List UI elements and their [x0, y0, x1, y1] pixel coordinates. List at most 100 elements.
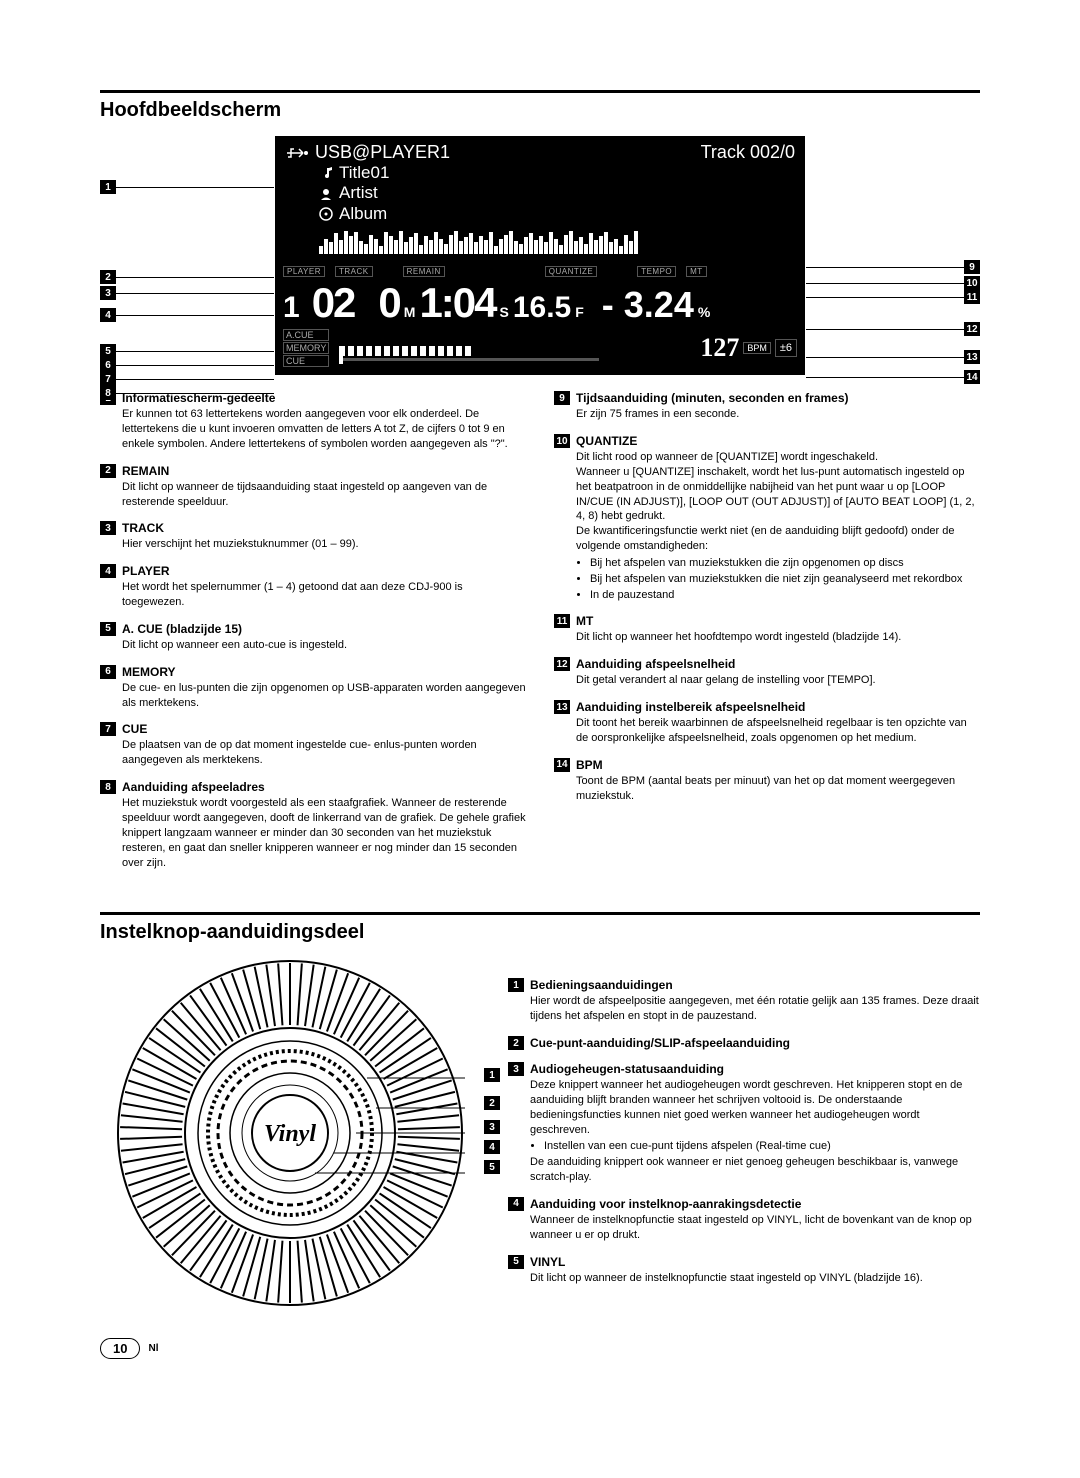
list-item: Bij het afspelen van muziekstukken die z… [590, 556, 980, 571]
doc-item: 10 QUANTIZE Dit licht rood op wanneer de [… [554, 434, 980, 602]
item-body: Dit licht rood op wanneer de [QUANTIZE] … [576, 450, 980, 602]
vinyl-label: Vinyl [264, 1121, 316, 1147]
waveform [319, 228, 761, 254]
item-title: Bedieningsaanduidingen [530, 978, 673, 992]
label-tempo: TEMPO [637, 266, 676, 277]
doc-item: 4PLAYERHet wordt het spelernummer (1 – 4… [100, 564, 526, 610]
track-number: 02 [312, 279, 355, 327]
jog-callout-1: 1 [484, 1068, 500, 1082]
item-body: Dit licht op wanneer de instelknopfuncti… [530, 1271, 980, 1286]
label-cue: CUE [283, 355, 329, 367]
label-player: PLAYER [283, 266, 325, 277]
item-body: Dit licht op wanneer een auto-cue is ing… [122, 638, 526, 653]
list-item: In de pauzestand [590, 588, 980, 603]
time-sec: 1:04 [419, 279, 495, 327]
item-body: Hier wordt de afspeelpositie aangegeven,… [530, 994, 980, 1024]
doc-item: 3TRACKHier verschijnt het muziekstuknumm… [100, 521, 526, 552]
label-quantize: QUANTIZE [545, 266, 597, 277]
jog-callout-5: 5 [484, 1160, 500, 1174]
display-title: Title01 [339, 163, 389, 183]
section1-title: Hoofdbeeldscherm [100, 99, 980, 122]
doc-item: 1 Bedieningsaanduidingen Hier wordt de afs… [508, 978, 980, 1024]
doc-item: 8Aanduiding afspeeladresHet muziekstuk w… [100, 780, 526, 870]
callout-2: 2 [100, 270, 116, 284]
page-lang: Nl [148, 1343, 158, 1354]
item-body: Er kunnen tot 63 lettertekens worden aan… [122, 407, 526, 452]
item-number: 11 [554, 614, 570, 628]
label-track: TRACK [335, 266, 373, 277]
item-title: QUANTIZE [576, 434, 637, 448]
doc-item: 6MEMORYDe cue- en lus-punten die zijn op… [100, 665, 526, 711]
doc-item: 7CUEDe plaatsen van de op dat moment ing… [100, 722, 526, 768]
item-title: Aanduiding afspeelsnelheid [576, 657, 735, 671]
callout-6: 6 [100, 358, 116, 372]
item-number: 6 [100, 665, 116, 679]
item-body: Er zijn 75 frames in een seconde. [576, 407, 980, 422]
time-min: 0 [378, 279, 399, 327]
item-number: 9 [554, 391, 570, 405]
doc-item: 12 Aanduiding afspeelsnelheid Dit getal ve… [554, 657, 980, 688]
main-display: USB@PLAYER1 Track 002/0 Title01 Artist A… [275, 136, 805, 375]
item-body: Dit toont het bereik waarbinnen de afspe… [576, 716, 980, 746]
item-number: 2 [100, 464, 116, 478]
time-min-label: M [404, 304, 416, 320]
tempo-percent: % [698, 304, 710, 320]
item-title: REMAIN [122, 464, 169, 478]
item-title: TRACK [122, 521, 164, 535]
item-number: 7 [100, 722, 116, 736]
doc-item: 1Informatiescherm-gedeelteEr kunnen tot … [100, 391, 526, 452]
item-body: Het wordt het spelernummer (1 – 4) getoo… [122, 580, 526, 610]
item-number: 4 [508, 1197, 524, 1211]
item-number: 1 [508, 978, 524, 992]
item-body: Deze knippert wanneer het audiogeheugen … [530, 1078, 980, 1185]
bpm-value: 127 [700, 333, 739, 363]
item-number: 5 [100, 622, 116, 636]
display-album: Album [339, 204, 387, 224]
callout-5: 5 [100, 344, 116, 358]
time-frame: 16.5 [513, 291, 571, 325]
item-body: De cue- en lus-punten die zijn opgenomen… [122, 681, 526, 711]
item-title: Aanduiding voor instelknop-aanrakingsdet… [530, 1197, 801, 1211]
doc-item: 2Cue-punt-aanduiding/SLIP-afspeelaanduid… [508, 1036, 980, 1050]
note-icon [319, 166, 333, 180]
label-memory: MEMORY [283, 342, 329, 354]
item-title: CUE [122, 722, 147, 736]
item-body: Dit getal verandert al naar gelang de in… [576, 673, 980, 688]
display-track-counter: Track 002/0 [701, 142, 795, 163]
callout-10: 10 [964, 276, 980, 290]
item-title: Aanduiding instelbereik afspeelsnelheid [576, 700, 805, 714]
main-display-figure: 1 2 3 4 5 6 7 8 9 10 11 12 13 14 USB@PLA… [100, 136, 980, 375]
callout-8: 8 [100, 386, 116, 400]
item-body: Wanneer de instelknopfunctie staat inges… [530, 1213, 980, 1243]
item-body: Het muziekstuk wordt voorgesteld als een… [122, 796, 526, 870]
time-sec-label: S [500, 304, 509, 320]
doc-item: 5A. CUE (bladzijde 15)Dit licht op wanne… [100, 622, 526, 653]
doc-item: 11MTDit licht op wanneer het hoofdtempo … [554, 614, 980, 645]
item-title: MT [576, 614, 593, 628]
doc-item: 14BPMToont de BPM (aantal beats per minu… [554, 758, 980, 804]
callout-4: 4 [100, 308, 116, 322]
section2-title: Instelknop-aanduidingsdeel [100, 921, 980, 944]
callout-3: 3 [100, 286, 116, 300]
label-acue: A.CUE [283, 329, 329, 341]
label-bpm: BPM [743, 342, 771, 354]
item-body: Toont de BPM (aantal beats per minuut) v… [576, 774, 980, 804]
tempo-value: - 3.24 [602, 284, 694, 326]
item-number: 3 [508, 1062, 524, 1076]
doc-item: 3 Audiogeheugen-statusaanduiding Deze knip… [508, 1062, 980, 1185]
jog-callout-4: 4 [484, 1140, 500, 1154]
display-source: USB@PLAYER1 [315, 142, 450, 163]
jog-callout-3: 3 [484, 1120, 500, 1134]
item-number: 10 [554, 434, 570, 448]
item-number: 4 [100, 564, 116, 578]
callout-1: 1 [100, 180, 116, 194]
item-title: Audiogeheugen-statusaanduiding [530, 1062, 724, 1076]
item-number: 3 [100, 521, 116, 535]
item-number: 5 [508, 1255, 524, 1269]
item-number: 12 [554, 657, 570, 671]
album-icon [319, 207, 333, 221]
label-pm-range: ±6 [775, 339, 797, 357]
callout-14: 14 [964, 370, 980, 384]
page-number: 10 [100, 1338, 140, 1359]
jog-callout-2: 2 [484, 1096, 500, 1110]
